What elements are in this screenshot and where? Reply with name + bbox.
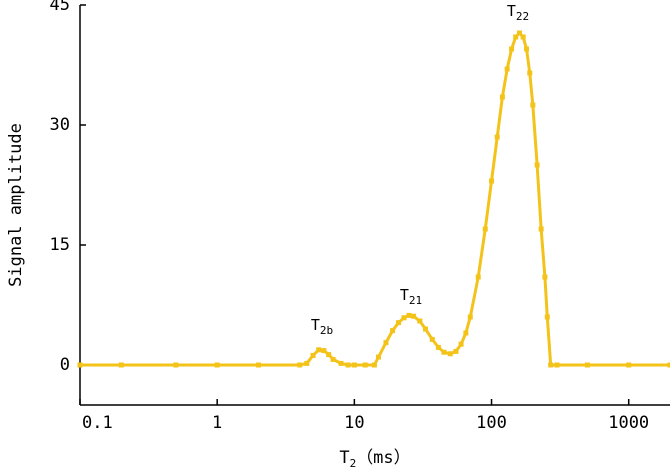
data-point <box>527 70 533 76</box>
y-tick-label: 15 <box>50 235 70 255</box>
data-point <box>345 362 351 368</box>
data-point <box>371 362 377 368</box>
data-point <box>396 320 402 326</box>
data-point <box>321 348 327 354</box>
data-point <box>422 326 428 332</box>
x-tick-label: 1 <box>212 413 222 433</box>
data-point <box>520 34 526 40</box>
data-point <box>489 178 495 184</box>
data-point <box>406 312 412 318</box>
y-tick-label: 0 <box>60 355 70 375</box>
data-point <box>316 347 322 353</box>
data-point <box>458 341 464 347</box>
data-point <box>453 348 459 354</box>
data-point <box>390 328 396 334</box>
data-line <box>80 30 670 367</box>
data-point <box>482 226 488 232</box>
data-point <box>524 46 530 52</box>
data-point <box>411 313 417 319</box>
data-point <box>417 318 423 324</box>
data-point <box>297 362 303 368</box>
data-point <box>255 362 261 368</box>
data-point <box>362 362 368 368</box>
data-point <box>509 46 515 52</box>
data-point <box>538 226 544 232</box>
x-tick-label: 0.1 <box>82 413 113 433</box>
data-point <box>544 314 550 320</box>
data-point <box>542 274 548 280</box>
data-point <box>534 162 540 168</box>
data-point <box>118 362 124 368</box>
data-point <box>667 362 670 368</box>
data-point <box>584 362 590 368</box>
data-point <box>441 349 447 355</box>
data-point <box>310 352 316 358</box>
data-point <box>304 360 310 366</box>
data-point <box>517 30 523 36</box>
peak-label-text: T <box>311 316 320 334</box>
data-point <box>499 94 505 100</box>
data-point <box>351 362 357 368</box>
y-axis-label: Signal amplitude <box>6 123 26 287</box>
peak-label: T2b <box>311 316 333 337</box>
peak-label: T21 <box>400 286 422 307</box>
data-point <box>530 102 536 108</box>
data-point <box>475 274 481 280</box>
x-axis-label: T2（ms） <box>339 448 410 470</box>
data-point <box>626 362 632 368</box>
data-point <box>338 360 344 366</box>
data-point <box>513 34 519 40</box>
data-point <box>463 330 469 336</box>
peak-label-text: T <box>507 2 516 20</box>
data-point <box>447 351 453 357</box>
peak-label-sub: 22 <box>516 10 529 23</box>
y-tick-label: 30 <box>50 115 70 135</box>
data-point <box>435 344 441 350</box>
data-point <box>429 336 435 342</box>
data-point <box>173 362 179 368</box>
data-point <box>383 340 389 346</box>
data-point <box>401 315 407 321</box>
x-tick-label: 10 <box>344 413 364 433</box>
data-point <box>214 362 220 368</box>
x-tick-label: 1000 <box>608 413 649 433</box>
data-point <box>326 352 332 358</box>
peak-label-sub: 2b <box>320 324 333 337</box>
peak-label-text: T <box>400 286 409 304</box>
data-point <box>77 362 83 368</box>
x-tick-label: 100 <box>476 413 507 433</box>
peak-label: T22 <box>507 2 529 23</box>
data-point <box>504 66 510 72</box>
data-point <box>494 134 500 140</box>
data-point <box>548 362 554 368</box>
data-point <box>376 354 382 360</box>
peak-label-sub: 21 <box>409 294 422 307</box>
y-tick-label: 45 <box>50 0 70 15</box>
data-point <box>467 314 473 320</box>
data-point <box>554 362 560 368</box>
data-point <box>330 356 336 362</box>
